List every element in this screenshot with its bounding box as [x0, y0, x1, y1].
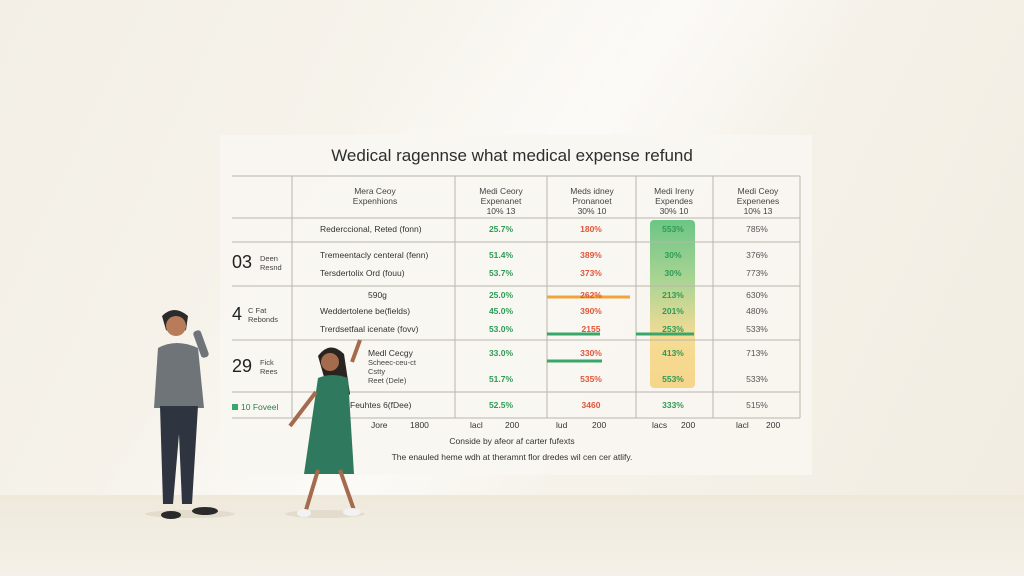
row-label-1: Rederccional, Reted (fonn) [320, 224, 422, 234]
table-cell: 785% [746, 224, 768, 234]
woman-figure [285, 339, 365, 518]
page-title: Wedical ragennse what medical expense re… [331, 146, 693, 165]
group-number-2: 4 [232, 304, 243, 324]
row-label-3: Tersdertolix Ord (fouu) [320, 268, 405, 278]
legend-swatch [232, 404, 238, 410]
axis-label-6: 200 [592, 420, 607, 430]
table-cell: 53.7% [488, 268, 514, 278]
table-cell: 25.0% [488, 290, 514, 300]
axis-label-9: lacl [736, 420, 749, 430]
table-cell: 30% [664, 268, 682, 278]
table-cell: 535% [580, 374, 602, 384]
note-2: The enauled heme wdh at theramnt flor dr… [391, 452, 633, 462]
group-number-1: 03 [232, 252, 253, 272]
table-cell: 330% [580, 348, 602, 358]
column-highlight [650, 220, 695, 388]
legend: 10 Foveel [232, 402, 278, 412]
table-cell: 201% [662, 306, 684, 316]
table-cell: 376% [746, 250, 768, 260]
row-label-7: Medl Cecgy [368, 348, 413, 358]
table-cell: 213% [662, 290, 684, 300]
man-figure [145, 310, 235, 519]
table-cell: 51.7% [488, 374, 514, 384]
table-cell: 533% [746, 374, 768, 384]
row-label-5: Weddertolene be(fields) [320, 306, 411, 316]
table-cell: 25.7% [488, 224, 514, 234]
axis-label-10: 200 [766, 420, 781, 430]
table-cell: 553% [662, 224, 684, 234]
axis-label-4: 200 [505, 420, 520, 430]
group-label-1: Deen Resnd [260, 254, 282, 272]
table-cell: 45.0% [488, 306, 514, 316]
row-label-2: Tremeentacly centeral (fenn) [320, 250, 429, 260]
table-cell: 262% [580, 290, 602, 300]
table-cell: 515% [746, 400, 768, 410]
table-cell: 3460 [581, 400, 601, 410]
table-cell: 390% [580, 306, 602, 316]
row-label-7-extra: Scheec-ceu-ct Cstty Reet (Dele) [368, 358, 416, 385]
column-header-1: Mera Ceoy Expenhions [352, 186, 398, 206]
legend-text: 10 Foveel [241, 402, 279, 412]
row-label-6: Trerdsetfaal icenate (fovv) [320, 324, 419, 334]
group-number-3: 29 [232, 356, 253, 376]
note-1: Conside by afeor af carter fufexts [449, 436, 575, 446]
row-label-4: 590g [368, 290, 387, 300]
floor [0, 495, 1024, 576]
table-cell: 389% [580, 250, 602, 260]
table-cell: 2155 [581, 324, 601, 334]
column-header-2: Medi Ceory Expenanet 10% 13 [479, 186, 523, 216]
table-cell: 33.0% [488, 348, 514, 358]
column-header-5: Medi Ceoy Expenenes 10% 13 [736, 186, 780, 216]
axis-label-5: lud [556, 420, 568, 430]
axis-label-8: 200 [681, 420, 696, 430]
column-header-4: Medi Ireny Expendes 30% 10 [654, 186, 694, 216]
axis-label-2: 1800 [410, 420, 429, 430]
table-cell: 373% [580, 268, 602, 278]
group-label-3: Fick Rees [260, 358, 278, 376]
table-cell: 480% [746, 306, 768, 316]
table-cell: 253% [662, 324, 684, 334]
column-header-3: Meds idney Pronanoet 30% 10 [570, 186, 614, 216]
table-cell: 630% [746, 290, 768, 300]
axis-label-3: lacl [470, 420, 483, 430]
table-cell: 30% [664, 250, 682, 260]
table-cell: 413% [662, 348, 684, 358]
table-cell: 51.4% [488, 250, 514, 260]
group-label-2: C Fat Rebonds [248, 306, 279, 324]
row-label-9: Feuhtes 6(fDee) [350, 400, 412, 410]
axis-label-1: Jore [371, 420, 388, 430]
table-cell: 553% [662, 374, 684, 384]
table-cell: 533% [746, 324, 768, 334]
table-cell: 713% [746, 348, 768, 358]
table-cell: 52.5% [488, 400, 514, 410]
table-cell: 333% [662, 400, 684, 410]
table-cell: 773% [746, 268, 768, 278]
table-cell: 180% [580, 224, 602, 234]
table-cell: 53.0% [488, 324, 514, 334]
axis-label-7: lacs [652, 420, 668, 430]
